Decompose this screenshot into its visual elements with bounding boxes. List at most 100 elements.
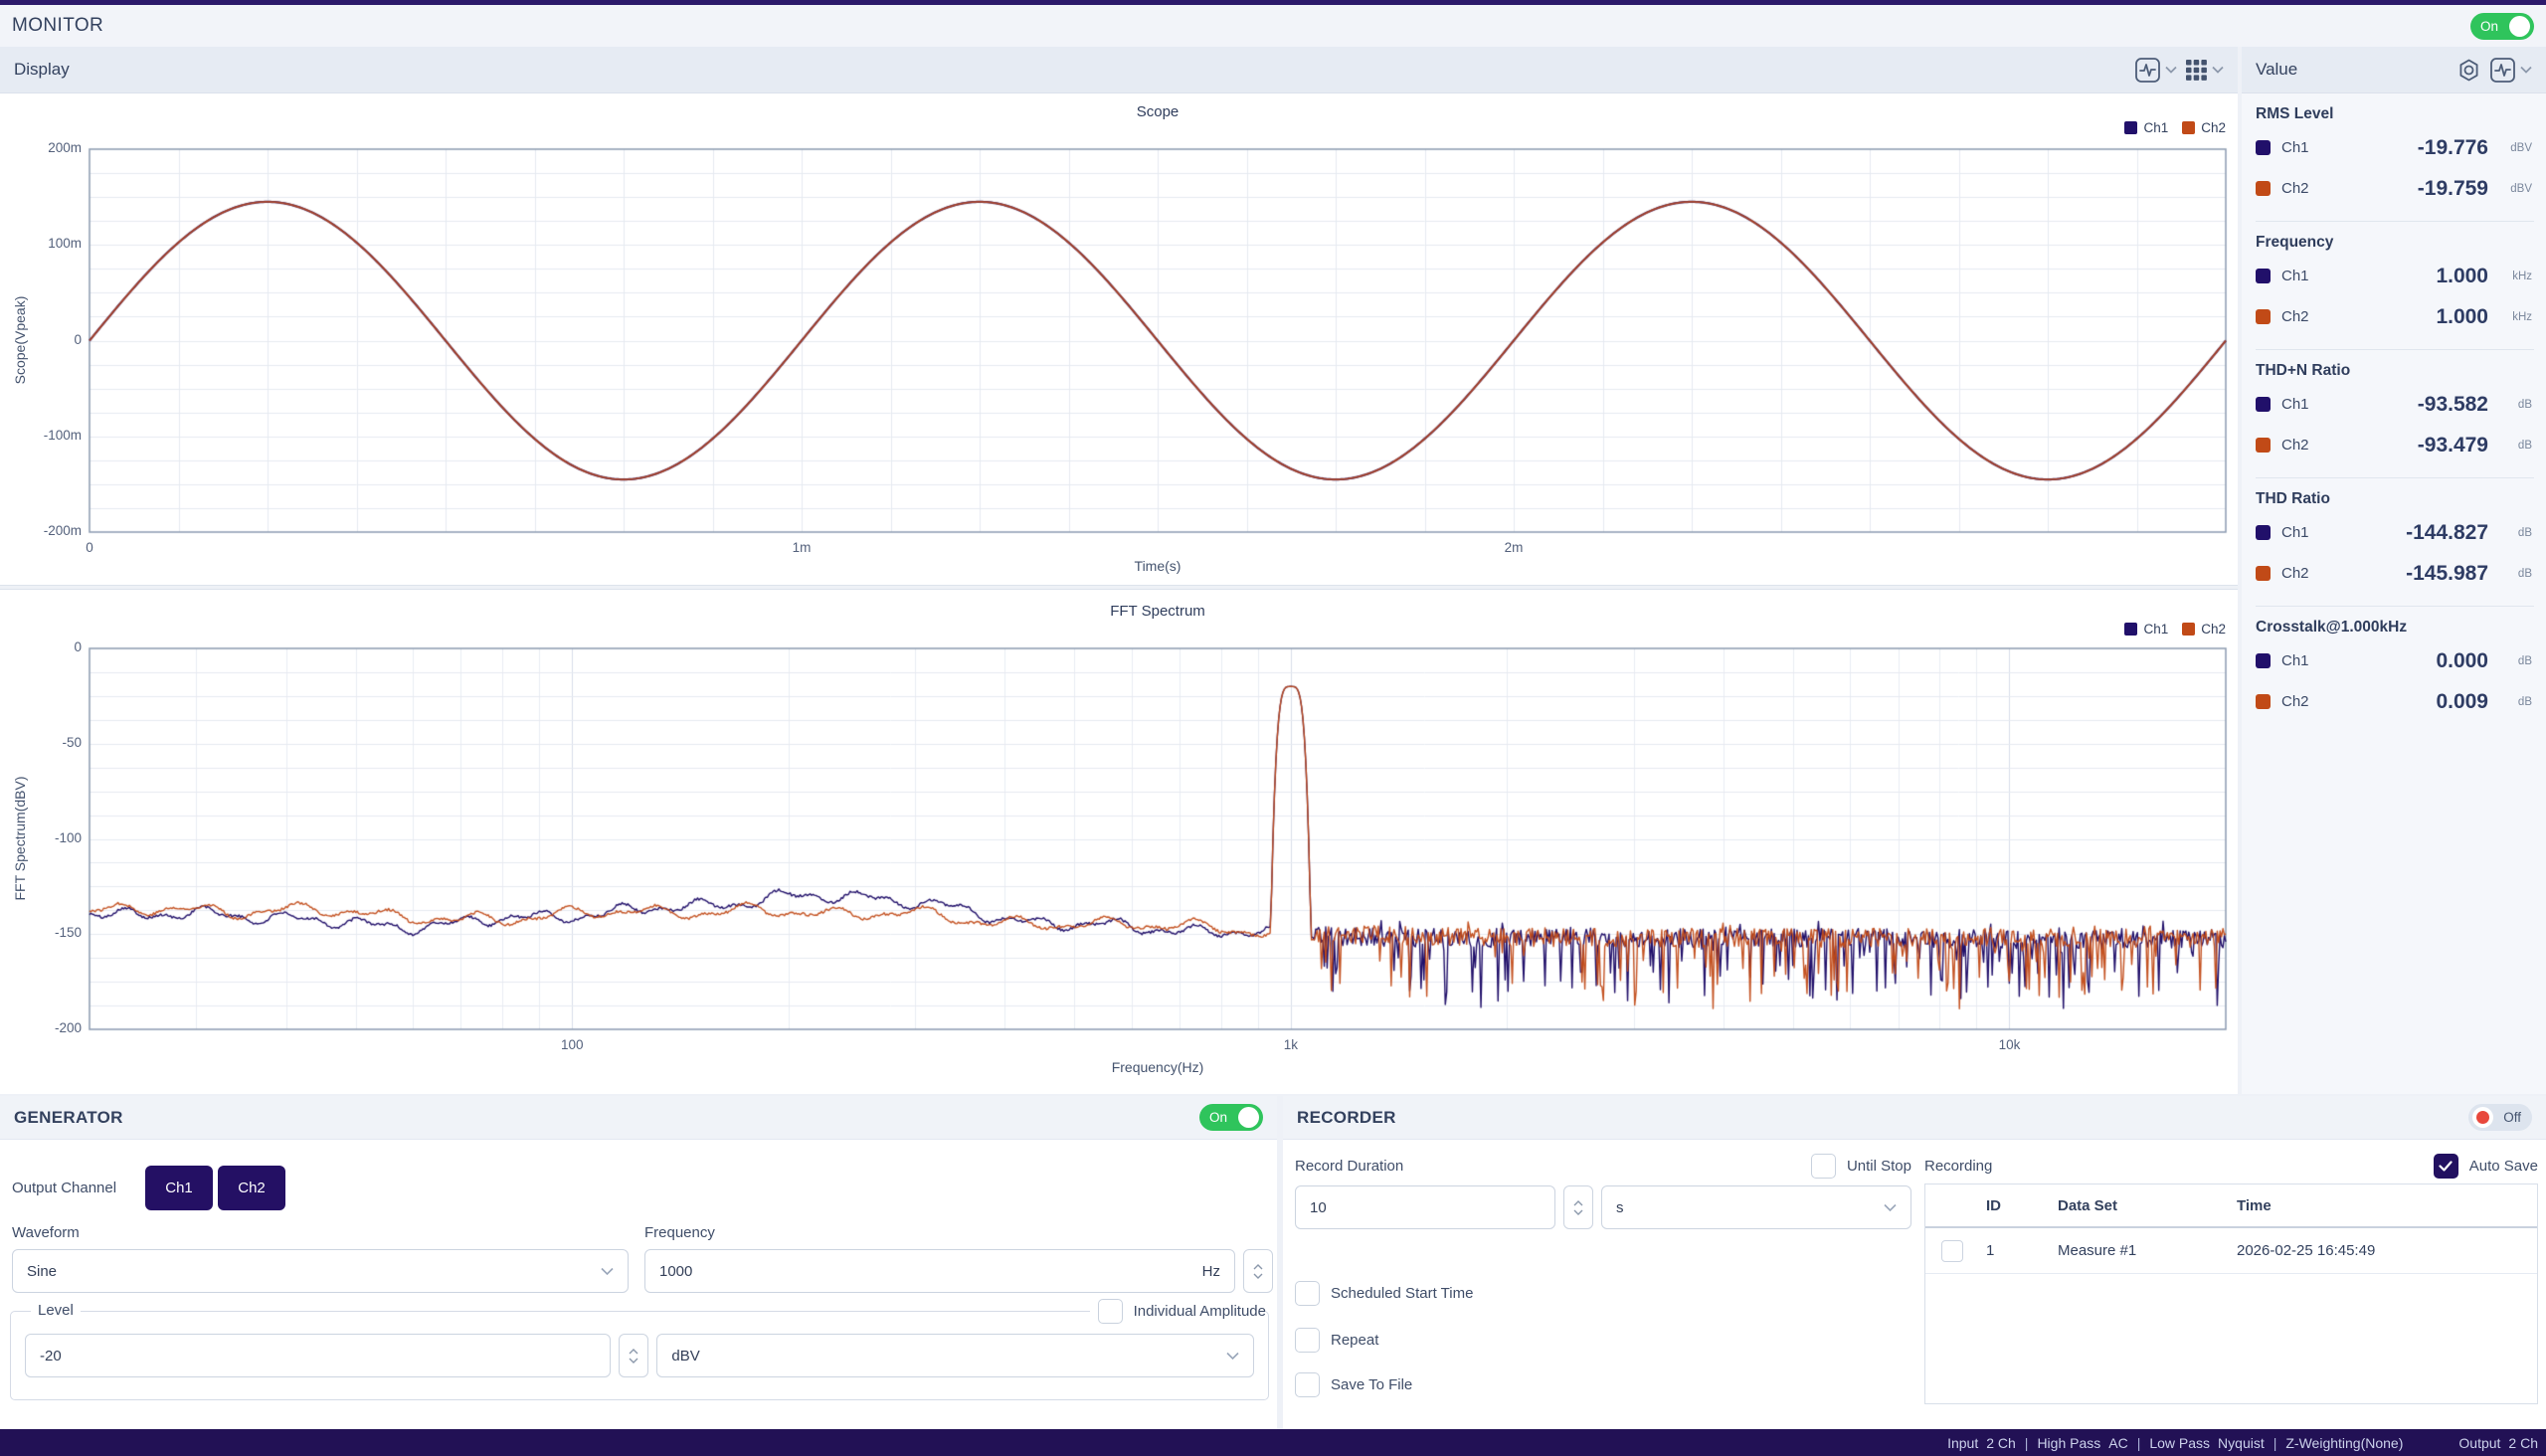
value-section: FrequencyCh11.000kHzCh21.000kHz [2242, 222, 2546, 341]
chevron-down-icon [2212, 66, 2224, 74]
recording-label: Recording [1924, 1158, 1992, 1175]
toggle-knob [1238, 1107, 1259, 1128]
value-settings-button[interactable] [2456, 58, 2481, 83]
repeat-row[interactable]: Repeat [1295, 1328, 1378, 1353]
recorder-power-toggle[interactable]: Off [2468, 1104, 2532, 1131]
scope-x-axis-label: Time(s) [1135, 558, 1182, 574]
scheduled-start-checkbox[interactable] [1295, 1281, 1320, 1306]
until-stop-row[interactable]: Until Stop [1811, 1154, 1911, 1179]
ch2-swatch [2256, 309, 2271, 324]
output-channel-ch1-button[interactable]: Ch1 [145, 1166, 213, 1210]
scope-x-tick: 1m [793, 540, 812, 555]
channel-label: Ch2 [2281, 308, 2309, 325]
output-channel-ch2-button[interactable]: Ch2 [218, 1166, 285, 1210]
ch2-swatch [2256, 438, 2271, 453]
ch1-swatch [2256, 525, 2271, 540]
save-to-file-row[interactable]: Save To File [1295, 1372, 1412, 1397]
chevron-down-icon [1253, 1273, 1263, 1279]
chart-type-button[interactable] [2134, 57, 2177, 84]
measurement-value: -19.776 [2418, 136, 2488, 160]
channel-label: Ch1 [2281, 652, 2309, 669]
channel-label: Ch2 [2281, 437, 2309, 454]
save-to-file-checkbox[interactable] [1295, 1372, 1320, 1397]
fft-y-tick: -100 [0, 830, 82, 845]
ch2-swatch [2256, 181, 2271, 196]
level-unit-select[interactable]: dBV [656, 1334, 1254, 1377]
level-input[interactable] [40, 1348, 596, 1365]
level-stepper[interactable] [619, 1334, 648, 1377]
generator-panel: GENERATOR On Output Channel Ch1 Ch2 Wave… [0, 1096, 1277, 1429]
duration-input[interactable] [1310, 1199, 1541, 1216]
recorder-toggle-label: Off [2503, 1110, 2521, 1125]
channel-label: Ch2 [2281, 693, 2309, 710]
legend-item-ch2[interactable]: Ch2 [2182, 120, 2226, 135]
status-output: Output2 Ch [2458, 1435, 2538, 1451]
frequency-input[interactable] [659, 1263, 1194, 1280]
auto-save-row[interactable]: Auto Save [2434, 1154, 2538, 1179]
row-time: 2026-02-25 16:45:49 [2237, 1242, 2537, 1259]
value-row: Ch21.000kHz [2256, 296, 2532, 337]
fft-x-tick: 1k [1284, 1037, 1298, 1052]
duration-inputs-row: s [1295, 1185, 1911, 1229]
recording-row: Recording Auto Save [1924, 1154, 2538, 1179]
status-weighting: Z-Weighting(None) [2285, 1435, 2403, 1451]
repeat-label: Repeat [1331, 1332, 1378, 1349]
value-toolbar [2456, 57, 2532, 84]
chevron-up-icon [629, 1349, 638, 1355]
auto-save-checkbox[interactable] [2434, 1154, 2458, 1179]
individual-amplitude-row[interactable]: Individual Amplitude [1090, 1299, 1266, 1324]
fft-x-tick: 100 [561, 1037, 584, 1052]
duration-unit-select[interactable]: s [1601, 1185, 1911, 1229]
measurement-value: 1.000 [2436, 305, 2488, 329]
legend-item-ch1[interactable]: Ch1 [2124, 622, 2168, 637]
ch1-swatch [2256, 397, 2271, 412]
layout-grid-button[interactable] [2185, 59, 2224, 82]
monitor-power-toggle[interactable]: On [2470, 13, 2534, 40]
until-stop-checkbox[interactable] [1811, 1154, 1836, 1179]
measurement-value: -144.827 [2406, 521, 2488, 545]
row-checkbox[interactable] [1941, 1240, 1963, 1262]
value-panel: Value RMS LevelCh1-19.776dBVCh2-19.759dB… [2242, 47, 2546, 1094]
record-duration-row: Record Duration Until Stop [1295, 1154, 1911, 1179]
legend-item-ch1[interactable]: Ch1 [2124, 120, 2168, 135]
recorder-title: RECORDER [1297, 1108, 1396, 1128]
duration-stepper[interactable] [1563, 1185, 1593, 1229]
generator-title: GENERATOR [14, 1108, 123, 1128]
individual-amplitude-checkbox[interactable] [1098, 1299, 1123, 1324]
generator-toggle-label: On [1209, 1110, 1227, 1125]
repeat-checkbox[interactable] [1295, 1328, 1320, 1353]
measurement-value: -19.759 [2418, 177, 2488, 201]
legend-item-ch2[interactable]: Ch2 [2182, 622, 2226, 637]
measurement-unit: dB [2488, 440, 2532, 452]
generator-power-toggle[interactable]: On [1199, 1104, 1263, 1131]
scheduled-start-row[interactable]: Scheduled Start Time [1295, 1281, 1473, 1306]
frequency-label: Frequency [644, 1224, 1273, 1241]
value-section: Crosstalk@1.000kHzCh10.000dBCh20.009dB [2242, 607, 2546, 726]
value-section-name: THD+N Ratio [2256, 362, 2532, 380]
channel-label: Ch2 [2281, 565, 2309, 582]
channel-label: Ch1 [2281, 268, 2309, 284]
value-chart-type-button[interactable] [2489, 57, 2532, 84]
chevron-up-icon [1573, 1200, 1583, 1206]
scope-y-tick: 100m [0, 236, 82, 251]
value-section: RMS LevelCh1-19.776dBVCh2-19.759dBV [2242, 93, 2546, 213]
waveform-field: Waveform Sine [12, 1224, 629, 1293]
value-row: Ch11.000kHz [2256, 256, 2532, 296]
ch1-swatch [2256, 653, 2271, 668]
record-duration-label: Record Duration [1295, 1158, 1403, 1175]
value-section: THD RatioCh1-144.827dBCh2-145.987dB [2242, 478, 2546, 598]
output-channel-label: Output Channel [12, 1180, 145, 1196]
ch2-swatch [2182, 121, 2195, 134]
fft-legend: Ch1 Ch2 [2124, 622, 2226, 637]
chevron-down-icon [1226, 1352, 1239, 1361]
level-label: Level [31, 1302, 81, 1319]
ch1-swatch [2256, 140, 2271, 155]
recording-table-row[interactable]: 1Measure #12026-02-25 16:45:49 [1925, 1228, 2537, 1274]
channel-label: Ch1 [2281, 396, 2309, 413]
auto-save-label: Auto Save [2469, 1158, 2538, 1175]
chevron-up-icon [1253, 1264, 1263, 1270]
ch1-swatch [2256, 269, 2271, 283]
frequency-stepper[interactable] [1243, 1249, 1273, 1293]
waveform-select[interactable]: Sine [12, 1249, 629, 1293]
chart-divider [0, 585, 2238, 590]
